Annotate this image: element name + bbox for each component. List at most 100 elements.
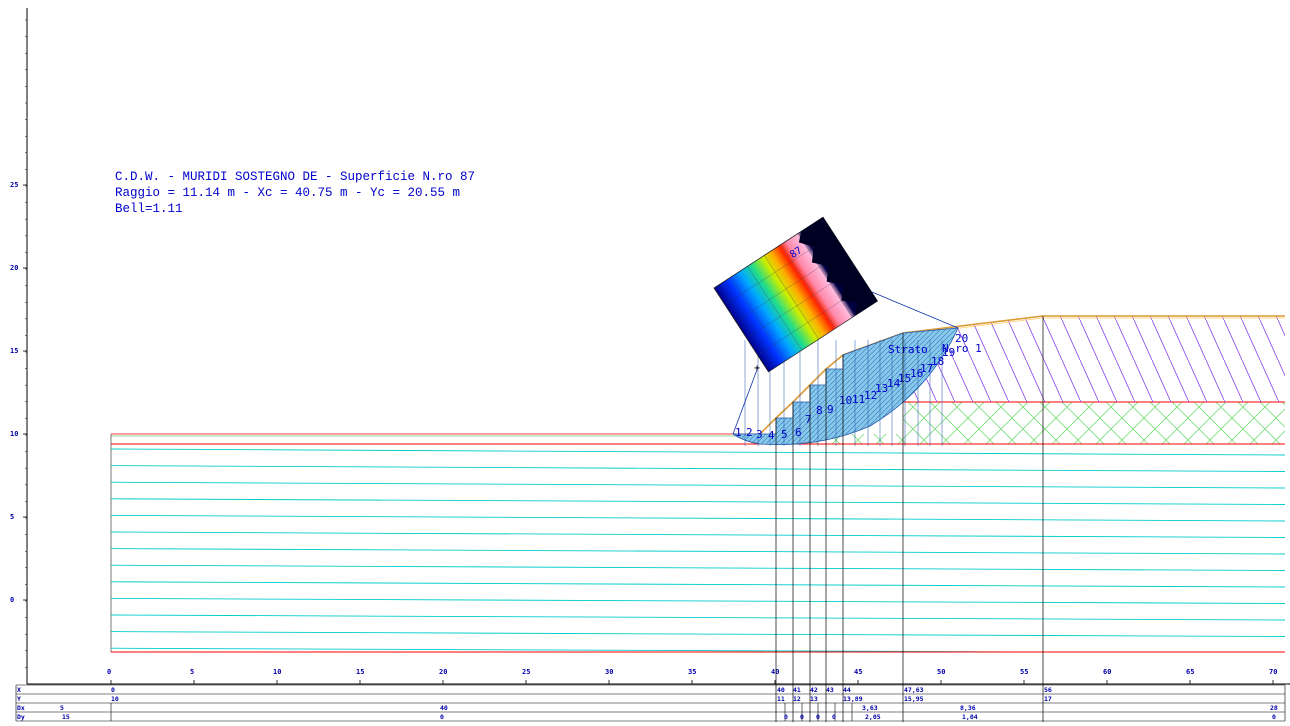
water-line bbox=[111, 647, 1151, 652]
table-dy-value: 0 bbox=[800, 713, 804, 721]
slice-number: 2 bbox=[746, 426, 753, 439]
table-y-value: 13 bbox=[810, 695, 818, 703]
y-tick-label: 10 bbox=[10, 430, 18, 438]
y-tick-label: 20 bbox=[10, 264, 18, 272]
water-line bbox=[111, 614, 1285, 621]
water-line bbox=[111, 597, 1285, 604]
table-x-value: 40 bbox=[777, 686, 785, 694]
x-tick-label: 50 bbox=[937, 668, 945, 676]
x-tick-label: 35 bbox=[688, 668, 696, 676]
slice-number: 9 bbox=[827, 403, 834, 416]
table-dy-value: 0 bbox=[816, 713, 820, 721]
table-dx-value: 40 bbox=[440, 704, 448, 712]
slice-number: 17 bbox=[920, 362, 933, 375]
water-line bbox=[111, 581, 1285, 588]
x-axis-ticks: 0 5 10 15 20 25 30 35 40 45 50 55 60 65 70 bbox=[107, 668, 1277, 684]
table-y-value: 17 bbox=[1044, 695, 1052, 703]
table-dy-value: 2,05 bbox=[865, 713, 881, 721]
x-tick-label: 30 bbox=[605, 668, 613, 676]
water-line bbox=[111, 514, 1285, 522]
safety-factor-line: Bell=1.11 bbox=[115, 202, 183, 216]
x-tick-label: 40 bbox=[771, 668, 779, 676]
diag-hatch-layer bbox=[903, 316, 1285, 402]
table-y-value: 12 bbox=[793, 695, 801, 703]
slice-number: 16 bbox=[910, 367, 923, 380]
safety-factor-colormap-inset: 87 bbox=[713, 216, 879, 373]
deep-soil-layer bbox=[110, 434, 1285, 653]
table-x-value: 47,63 bbox=[904, 686, 924, 694]
table-dx-value: 5 bbox=[60, 704, 64, 712]
water-line bbox=[111, 631, 1285, 637]
table-y-value: 10 bbox=[111, 695, 119, 703]
table-row-label: Y bbox=[17, 695, 21, 703]
center-marker: + bbox=[754, 363, 760, 374]
x-tick-label: 55 bbox=[1020, 668, 1028, 676]
water-line bbox=[111, 531, 1285, 538]
x-tick-label: 15 bbox=[356, 668, 364, 676]
slice-hatch bbox=[733, 328, 958, 445]
table-dx-value: 28 bbox=[1270, 704, 1278, 712]
radius-center-line: Raggio = 11.14 m - Xc = 40.75 m - Yc = 2… bbox=[115, 186, 461, 200]
x-tick-label: 10 bbox=[273, 668, 281, 676]
y-tick-label: 25 bbox=[10, 181, 18, 189]
x-tick-label: 25 bbox=[522, 668, 530, 676]
x-tick-label: 60 bbox=[1103, 668, 1111, 676]
table-x-value: 56 bbox=[1044, 686, 1052, 694]
x-tick-label: 70 bbox=[1269, 668, 1277, 676]
x-tick-label: 20 bbox=[439, 668, 447, 676]
slice-number: 20 bbox=[955, 332, 968, 345]
table-dy-value: 0 bbox=[784, 713, 788, 721]
slice-number: 5 bbox=[781, 428, 788, 441]
slice-number: 3 bbox=[756, 428, 763, 441]
water-line bbox=[111, 548, 1285, 555]
table-row-label: Dx bbox=[17, 704, 25, 712]
table-dy-value: 15 bbox=[62, 713, 70, 721]
water-lines bbox=[111, 448, 1285, 652]
slice-number: 13 bbox=[875, 382, 888, 395]
y-tick-label: 0 bbox=[10, 596, 14, 604]
slice-number: 10 bbox=[839, 394, 852, 407]
water-line bbox=[111, 498, 1285, 505]
water-line bbox=[111, 564, 1285, 571]
table-dy-value: 1,04 bbox=[962, 713, 978, 721]
section-lines bbox=[775, 316, 1044, 722]
slice-number: 8 bbox=[816, 404, 823, 417]
table-y-value: 13,89 bbox=[843, 695, 863, 703]
table-dy-value: 0 bbox=[832, 713, 836, 721]
table-y-value: 15,95 bbox=[904, 695, 924, 703]
middle-soil-layer bbox=[111, 401, 1285, 445]
y-tick-label: 5 bbox=[10, 513, 14, 521]
water-line bbox=[111, 481, 1285, 489]
x-tick-label: 65 bbox=[1186, 668, 1194, 676]
table-dx-value: 3,63 bbox=[862, 704, 878, 712]
table-x-value: 42 bbox=[810, 686, 818, 694]
slice-number: 11 bbox=[852, 393, 865, 406]
slice-number: 19 bbox=[942, 346, 955, 359]
table-dx-value: 8,36 bbox=[960, 704, 976, 712]
slice-dividers bbox=[744, 340, 943, 446]
slice-number: 6 bbox=[795, 426, 802, 439]
table-row-label: X bbox=[17, 686, 21, 694]
x-tick-label: 5 bbox=[190, 668, 194, 676]
table-dy-value: 0 bbox=[1272, 713, 1276, 721]
table-y-value: 11 bbox=[777, 695, 785, 703]
table-x-value: 43 bbox=[826, 686, 834, 694]
slice-number: 18 bbox=[931, 355, 944, 368]
water-line bbox=[111, 448, 1285, 456]
x-tick-label: 0 bbox=[107, 668, 111, 676]
cross-hatch-layer bbox=[111, 402, 1285, 444]
table-x-value: 0 bbox=[111, 686, 115, 694]
title-line: C.D.W. - MURIDI SOSTEGNO DE - Superficie… bbox=[115, 170, 476, 184]
table-x-value: 41 bbox=[793, 686, 801, 694]
slice-number: 14 bbox=[887, 377, 901, 390]
table-x-value: 44 bbox=[843, 686, 851, 694]
slice-number: 12 bbox=[864, 389, 877, 402]
table-dy-value: 0 bbox=[440, 713, 444, 721]
slice-number: 1 bbox=[735, 426, 742, 439]
slice-number: 15 bbox=[898, 372, 911, 385]
table-row-label: Dy bbox=[17, 713, 25, 721]
